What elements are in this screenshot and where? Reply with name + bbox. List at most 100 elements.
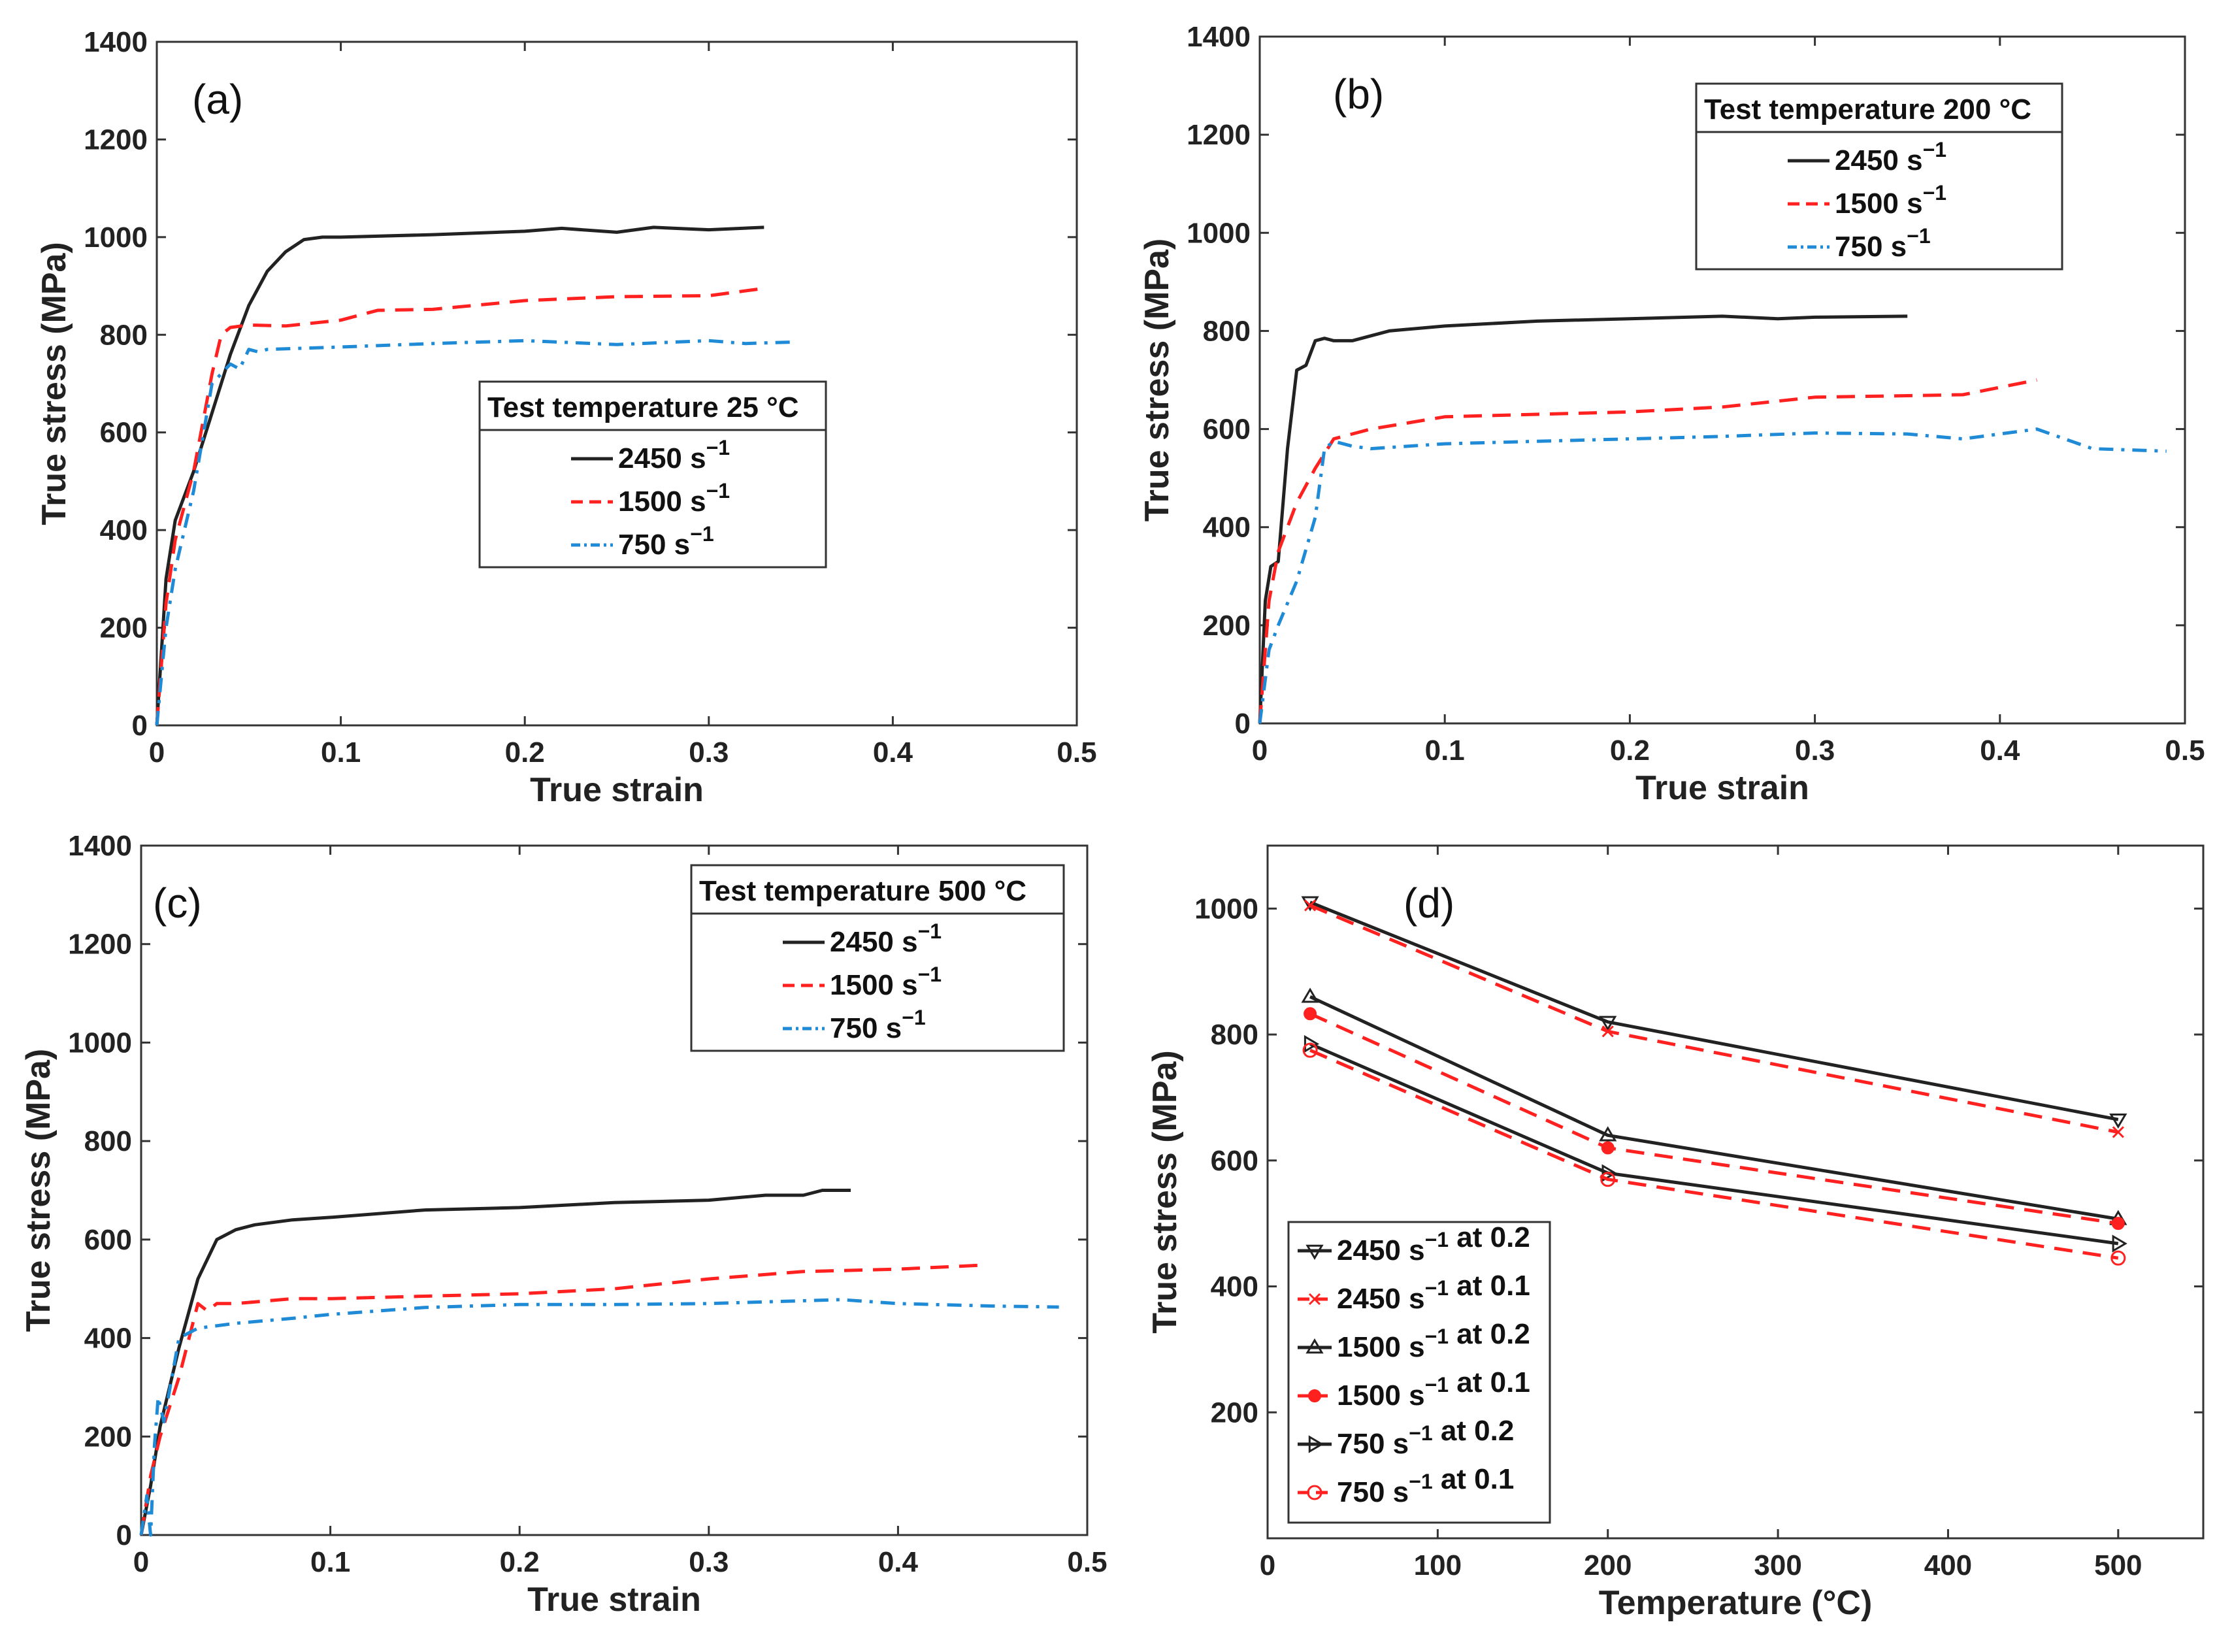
panel-label: (c) [153,880,202,927]
x-tick-label: 500 [2094,1549,2142,1581]
legend-title: Test temperature 500 °C [699,875,1026,907]
series-line-2 [1258,427,2167,724]
x-tick-label: 0.5 [2165,735,2205,767]
series-line-0 [155,225,764,726]
legend-entry: 750 s−1 [618,522,714,561]
series-line-0 [139,1189,851,1536]
data-point [1301,896,1319,912]
legend-entry: 750 s−1 [830,1006,926,1044]
y-tick-label: 1200 [84,124,148,156]
legend-entry: 1500 s−1 at 0.2 [1337,1318,1530,1363]
y-tick-label: 400 [1211,1271,1258,1303]
plot-frame [1258,35,2186,725]
x-tick-label: 0 [149,736,165,768]
data-point [2112,1126,2124,1138]
x-tick-label: 0.4 [1980,735,2020,767]
x-tick-label: 0 [1260,1549,1275,1581]
data-point [1601,1164,1617,1182]
data-point [1304,1034,1320,1053]
y-tick-label: 600 [1211,1145,1258,1177]
legend-box [1287,1221,1551,1524]
y-tick-label: 0 [132,710,148,742]
y-axis-label: True stress (MPa) [35,242,73,525]
x-tick-label: 0.5 [1057,736,1096,768]
series-line-0 [1258,314,1908,724]
legend-marker [1305,1244,1324,1260]
data-point [2109,1113,2127,1129]
y-axis-label: True stress (MPa) [1138,239,1176,522]
series-line-2 [139,1298,1059,1537]
x-tick-label: 300 [1754,1549,1801,1581]
chart-panel-2: 0 0.1 0.2 0.3 0.4 0.5 0 200 400 600 800 1000 1200 140… [20,830,1108,1619]
y-tick-label: 1000 [84,222,148,254]
legend-marker [1308,1389,1321,1402]
data-point [2111,1217,2125,1231]
legend-title: Test temperature 25 °C [487,391,799,423]
plot-frame [156,41,1078,727]
legend-entry: 2450 s−1 at 0.1 [1337,1270,1530,1315]
chart-panel-0: 0 0.1 0.2 0.3 0.4 0.5 0 200 400 600 800 1000 1200 140… [35,26,1097,809]
panel-label: (b) [1333,71,1384,118]
legend: Test temperature 500 °C 2450 s−1 1500 s−1 7… [690,864,1065,1052]
x-tick-label: 0.5 [1067,1546,1107,1578]
y-tick-label: 1400 [68,830,132,862]
legend: Test temperature 25 °C 2450 s−1 1500 s−1 75… [478,380,827,569]
x-tick-label: 0.3 [689,1546,729,1578]
legend-marker [1305,1338,1324,1354]
series-line-1 [139,1263,983,1536]
x-axis-label: True strain [530,771,704,809]
legend-entry: 750 s−1 [1835,224,1931,263]
x-tick-label: 0.4 [878,1546,919,1578]
legend-marker [1308,1293,1321,1306]
x-axis-label: True strain [1635,769,1809,807]
legend-entry: 2450 s−1 at 0.2 [1337,1221,1530,1266]
legend-entry: 2450 s−1 [830,919,942,958]
y-tick-label: 600 [1203,414,1251,446]
series-line-2 [1309,995,2119,1221]
series-line-2 [155,339,792,726]
legend-entry: 750 s−1 at 0.1 [1337,1463,1514,1508]
y-tick-label: 1000 [68,1027,132,1059]
x-tick-label: 0.1 [310,1546,350,1578]
data-point [1601,1141,1615,1155]
x-tick-label: 0 [133,1546,149,1578]
series-line-1 [1258,378,2037,724]
y-tick-label: 600 [100,417,148,449]
y-tick-label: 200 [1203,610,1251,642]
y-tick-label: 200 [100,612,148,644]
data-point [1304,899,1317,912]
x-tick-label: 200 [1584,1549,1632,1581]
series-line-5 [1309,1048,2119,1260]
legend-marker [1308,1435,1324,1453]
y-tick-label: 1400 [84,26,148,58]
y-axis-label: True stress (MPa) [1146,1050,1184,1334]
panel-label: (a) [192,76,243,123]
x-tick-label: 400 [1924,1549,1972,1581]
y-tick-label: 1200 [68,929,132,961]
legend-entry: 1500 s−1 [830,963,942,1001]
x-tick-label: 0.3 [1795,735,1835,767]
legend-box [1695,82,2063,271]
series-line-1 [155,286,764,726]
legend-box [690,864,1065,1052]
x-tick-label: 0.1 [1425,735,1465,767]
y-tick-label: 800 [1203,315,1251,347]
legend-entry: 750 s−1 at 0.2 [1337,1415,1514,1460]
chart-panel-3: 0 100 200 300 400 500 200 400 600 800 1000 Temperat… [1146,844,2205,1622]
legend-entry: 1500 s−1 [618,479,730,518]
series-line-0 [1309,900,2119,1121]
y-tick-label: 400 [1203,512,1251,544]
data-point [1599,1016,1617,1031]
plot-frame [140,844,1089,1536]
x-tick-label: 0.2 [505,736,545,768]
data-point [1304,1007,1317,1021]
y-tick-label: 0 [116,1519,132,1551]
data-point [2112,1234,2127,1253]
legend-box [478,380,827,569]
y-tick-label: 800 [100,319,148,351]
x-axis-label: True strain [527,1581,701,1619]
legend-entry: 2450 s−1 [1835,138,1946,176]
y-tick-label: 0 [1235,708,1251,740]
x-tick-label: 0.2 [500,1546,540,1578]
